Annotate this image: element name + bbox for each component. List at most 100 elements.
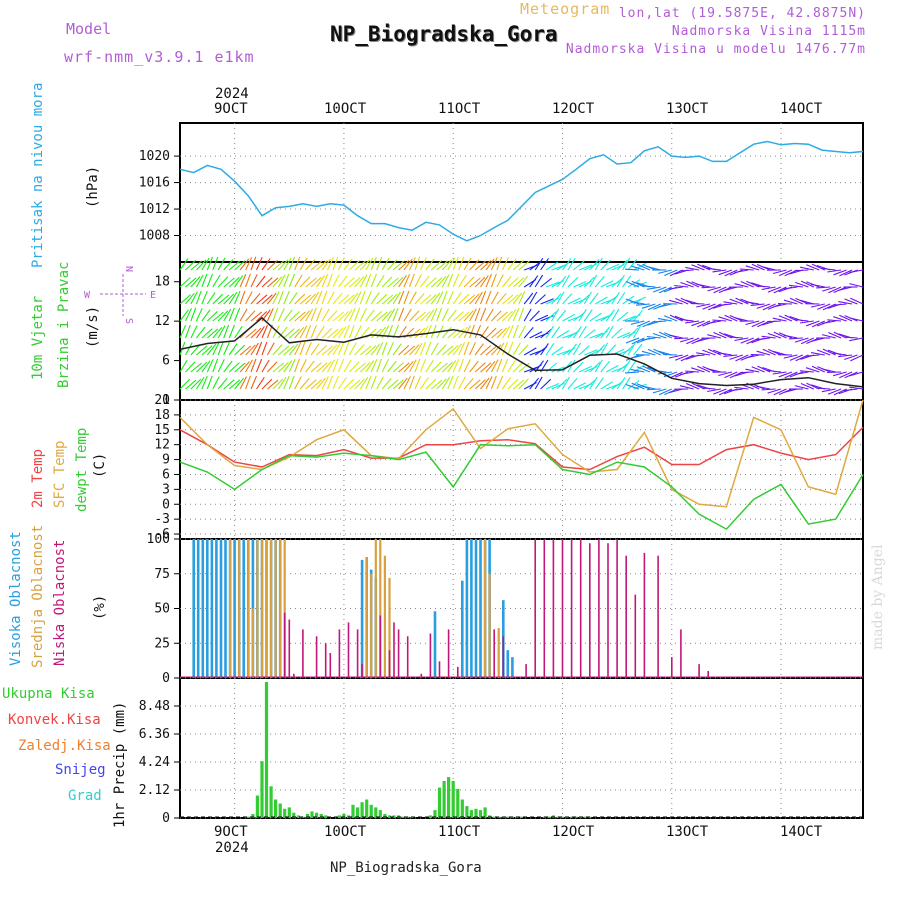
- wind-barb: [294, 256, 301, 271]
- wind-barb: [299, 310, 311, 322]
- wind-barb: [657, 371, 672, 375]
- wind-barb: [556, 330, 570, 339]
- wind-barb: [458, 256, 465, 271]
- wind-barb: [321, 273, 329, 288]
- wind-barb: [283, 290, 290, 305]
- wind-barb: [745, 354, 760, 359]
- wind-barb: [616, 291, 626, 305]
- precip-panel-frame: [179, 677, 864, 819]
- wind-barb: [745, 265, 760, 271]
- wind-barb: [332, 358, 339, 373]
- wind-barb: [523, 347, 537, 356]
- wind-barb: [267, 379, 279, 390]
- wind-barb: [436, 344, 447, 356]
- cloud-high-bar: [242, 539, 245, 678]
- model-label: Model: [66, 20, 112, 38]
- wind-barb: [387, 259, 398, 271]
- wind-barb: [827, 319, 842, 322]
- wind-barb: [761, 286, 776, 291]
- wind-barb: [376, 342, 384, 356]
- wind-barb: [343, 378, 355, 390]
- wind-barb: [578, 308, 587, 322]
- wind-barb: [707, 334, 722, 339]
- cloud-low-bar: [420, 673, 423, 678]
- wind-barb: [179, 378, 191, 390]
- wind-barb: [507, 359, 516, 373]
- wind-barb: [777, 302, 793, 305]
- wind-barb: [217, 276, 229, 288]
- cloud-mid-bar: [251, 608, 254, 678]
- wind-barb: [724, 371, 738, 379]
- wind-barb: [327, 310, 338, 322]
- wind-barb: [545, 311, 557, 322]
- precip-bar: [574, 816, 578, 818]
- precip-bar: [292, 812, 296, 818]
- wind-barb: [376, 274, 385, 288]
- wind-barb: [326, 375, 333, 390]
- wind-barb: [690, 354, 705, 357]
- wind-barb: [799, 320, 814, 324]
- wind-barb: [518, 307, 525, 322]
- wind-barb: [419, 257, 427, 271]
- wind-barb: [261, 378, 273, 390]
- wind-barb: [589, 332, 604, 339]
- cloud-high-bar: [196, 539, 200, 678]
- wind-barb: [288, 328, 301, 339]
- wind-barb: [849, 386, 864, 390]
- wind-barb: [414, 375, 422, 390]
- wind-barb: [381, 378, 392, 390]
- wind-barb: [697, 263, 711, 271]
- wind-barb: [594, 344, 606, 356]
- cloud-high-bar: [461, 580, 464, 678]
- wind-barb: [827, 269, 842, 273]
- wind-barb: [696, 283, 711, 288]
- wind-barb: [502, 310, 513, 322]
- wind-barb: [518, 378, 529, 390]
- cloud-ytick-label: 50: [154, 602, 170, 617]
- wind-barb: [697, 320, 711, 328]
- wind-barb: [843, 388, 858, 392]
- wind-barb: [627, 298, 642, 305]
- wind-barb: [485, 360, 496, 373]
- wind-barb: [646, 388, 661, 391]
- wind-barb: [223, 259, 234, 271]
- wind-barb: [255, 341, 263, 356]
- wind-barb: [316, 377, 326, 390]
- wind-barb: [723, 354, 738, 357]
- wind-barb: [745, 320, 760, 326]
- wind-barb: [641, 337, 656, 341]
- wind-barb: [740, 337, 754, 344]
- cloud-low-bar: [525, 664, 527, 678]
- wind-barb: [578, 345, 590, 356]
- precip-ytick-label: 8.48: [139, 699, 170, 714]
- wind-barb: [299, 341, 306, 356]
- wind-barb: [501, 341, 509, 356]
- wind-barb: [735, 297, 749, 305]
- wind-barb: [778, 269, 793, 277]
- wind-barb: [403, 376, 411, 390]
- wind-barb: [327, 257, 334, 271]
- precip-bar: [351, 804, 355, 818]
- wind-barb: [843, 336, 858, 339]
- wind-barb: [674, 284, 689, 288]
- cloud-low-bar: [438, 661, 441, 678]
- cloud-low-bar: [534, 539, 536, 678]
- day-tick-bottom-5: 13OCT: [666, 824, 709, 840]
- wind-barb: [496, 274, 504, 288]
- wind-barb: [430, 307, 438, 322]
- wind-barb: [185, 342, 193, 356]
- wind-barb: [630, 320, 645, 325]
- wind-barb: [745, 368, 760, 373]
- wind-barb: [622, 257, 631, 271]
- wind-barb: [299, 325, 308, 339]
- cloud-low-bar: [338, 629, 341, 678]
- wind-barb: [767, 320, 782, 323]
- cloud-mid-bar: [238, 539, 241, 678]
- wind-barb: [685, 320, 700, 324]
- wind-barb: [365, 290, 372, 305]
- wind-barb: [398, 307, 405, 322]
- wind-barb: [611, 308, 620, 322]
- wind-barb: [245, 375, 251, 390]
- wind-barb: [338, 326, 347, 339]
- wind-barb: [398, 344, 410, 356]
